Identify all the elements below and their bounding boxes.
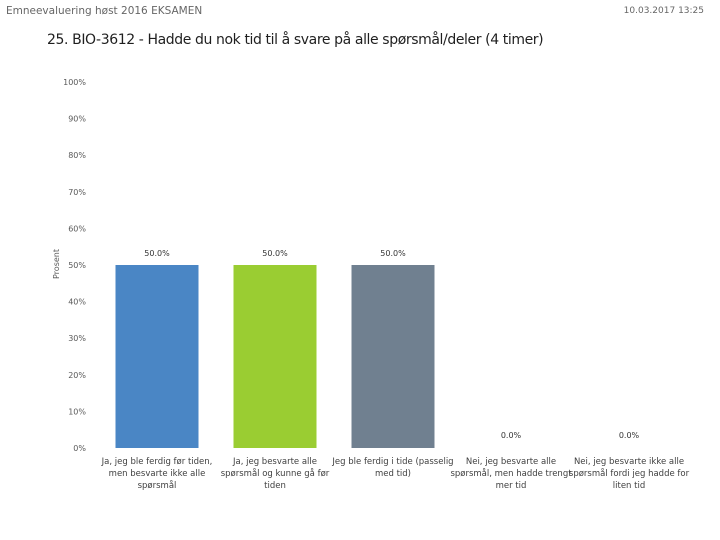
chart-title: 25. BIO-3612 - Hadde du nok tid til å sv… [47,32,544,48]
y-tick-label: 60% [68,224,86,233]
data-label: 0.0% [501,431,522,440]
y-tick-label: 30% [68,334,86,343]
bars [115,265,435,448]
bar [115,265,199,448]
bar [351,265,435,448]
y-axis-ticks: 0% 10% 20% 30% 40% 50% 60% 70% 80% 90% 100% [63,78,86,453]
bar [233,265,317,448]
category-label: Ja, jeg besvarte alle spørsmål og kunne g… [221,457,330,491]
category-label: Nei, jeg besvarte alle spørsmål, men hadd… [450,457,572,491]
data-label: 50.0% [144,249,170,258]
y-tick-label: 10% [68,407,86,416]
category-labels: Ja, jeg ble ferdig før tiden, men besvart… [101,457,690,491]
y-axis-title: Prosent [52,249,61,279]
y-tick-label: 50% [68,261,86,270]
timestamp: 10.03.2017 13:25 [623,6,704,16]
data-label: 0.0% [619,431,640,440]
y-tick-label: 70% [68,188,86,197]
category-label: Nei, jeg besvarte ikke alle spørsmål ford… [569,457,690,491]
category-label: Ja, jeg ble ferdig før tiden, men besvart… [101,457,213,491]
survey-title: Emneevaluering høst 2016 EKSAMEN [6,5,203,17]
data-label: 50.0% [262,249,288,258]
category-label: Jeg ble ferdig i tide (passelig med tid) [331,457,453,479]
y-tick-label: 90% [68,115,86,124]
y-tick-label: 40% [68,298,86,307]
y-tick-label: 20% [68,371,86,380]
data-label: 50.0% [380,249,406,258]
y-tick-label: 80% [68,151,86,160]
data-labels: 50.0% 50.0% 50.0% 0.0% 0.0% [144,249,639,440]
y-tick-label: 100% [63,78,86,87]
y-tick-label: 0% [73,444,86,453]
